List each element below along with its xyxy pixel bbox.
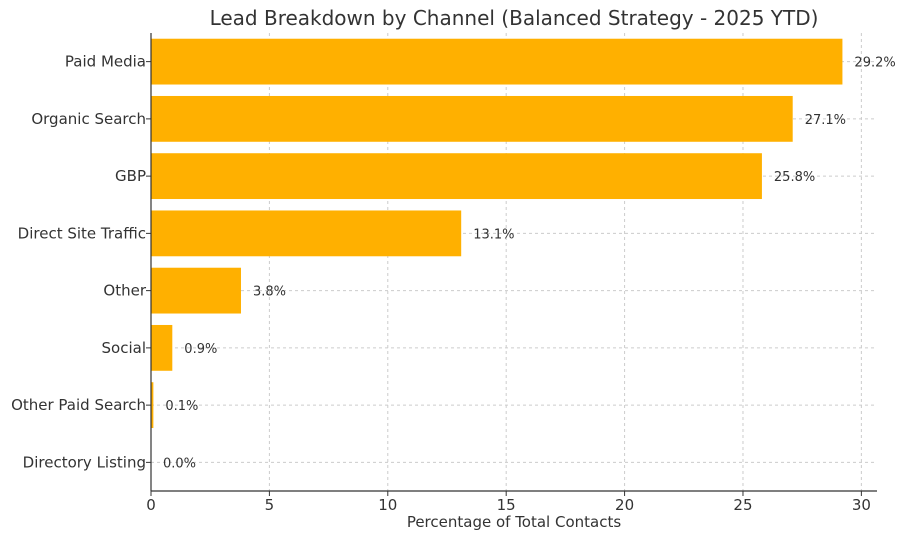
x-tick-label: 15 bbox=[497, 496, 516, 514]
bar-value-label: 29.2% bbox=[854, 56, 895, 71]
x-tick-label: 25 bbox=[733, 496, 752, 514]
axes bbox=[150, 33, 877, 492]
bars bbox=[151, 38, 843, 429]
x-tick-label: 30 bbox=[852, 496, 871, 514]
y-category-label: Organic Search bbox=[31, 110, 146, 128]
y-category-label: Paid Media bbox=[65, 53, 146, 71]
x-tick-label: 10 bbox=[378, 496, 397, 514]
bar-value-label: 0.0% bbox=[163, 456, 196, 471]
bar-value-label: 27.1% bbox=[805, 113, 846, 128]
x-tick-label: 20 bbox=[615, 496, 634, 514]
bar-value-label: 13.1% bbox=[473, 227, 514, 242]
data-labels: 29.2% 27.1% 25.8% 13.1% 3.8% 0.9% 0.1% 0.0% bbox=[163, 56, 896, 472]
y-category-label: Other bbox=[103, 282, 146, 300]
bar bbox=[151, 153, 762, 200]
y-category-label: GBP bbox=[115, 167, 146, 185]
y-category-label: Directory Listing bbox=[23, 453, 146, 471]
tick-labels: 0 5 10 15 20 25 30 Paid Media Organic Search GBP D… bbox=[11, 53, 871, 514]
bar bbox=[151, 382, 154, 429]
x-tick-label: 5 bbox=[265, 496, 275, 514]
bar-value-label: 0.1% bbox=[165, 399, 198, 414]
y-category-label: Direct Site Traffic bbox=[18, 224, 146, 242]
chart-title: Lead Breakdown by Channel (Balanced Stra… bbox=[210, 6, 819, 30]
y-category-label: Other Paid Search bbox=[11, 396, 146, 414]
x-axis-label: Percentage of Total Contacts bbox=[407, 513, 622, 531]
bar bbox=[151, 324, 173, 371]
bar bbox=[151, 210, 462, 257]
x-tick-label: 0 bbox=[146, 496, 156, 514]
bar bbox=[151, 267, 241, 314]
bar bbox=[151, 95, 793, 142]
bar-value-label: 25.8% bbox=[774, 170, 815, 185]
bar bbox=[151, 38, 843, 85]
bar-value-label: 3.8% bbox=[253, 285, 286, 300]
bar-value-label: 0.9% bbox=[184, 342, 217, 357]
y-category-label: Social bbox=[102, 339, 146, 357]
